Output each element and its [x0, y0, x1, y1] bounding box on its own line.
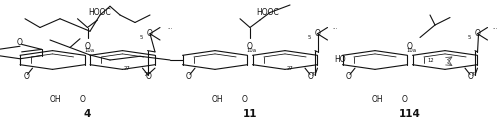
Text: O: O	[80, 96, 86, 104]
Text: ...: ...	[332, 25, 338, 30]
Text: 114: 114	[399, 109, 421, 119]
Text: 11: 11	[243, 109, 257, 119]
Text: 7: 7	[470, 72, 474, 78]
Text: O: O	[17, 38, 23, 47]
Text: OH: OH	[212, 96, 224, 104]
Text: OH: OH	[372, 96, 384, 104]
Text: HO: HO	[334, 56, 346, 64]
Text: 7: 7	[143, 72, 147, 78]
Text: O: O	[468, 72, 474, 81]
Text: O: O	[314, 29, 320, 38]
Text: 4: 4	[84, 109, 91, 119]
Text: ...: ...	[168, 25, 172, 30]
Text: 5: 5	[468, 35, 470, 40]
Text: 27: 27	[286, 66, 294, 71]
Text: O: O	[147, 29, 153, 38]
Text: O: O	[146, 72, 152, 81]
Text: O: O	[308, 72, 314, 81]
Text: O: O	[247, 42, 253, 51]
Text: O: O	[186, 72, 192, 81]
Text: 5: 5	[308, 35, 310, 40]
Text: 10a: 10a	[246, 48, 256, 53]
Text: OH: OH	[49, 96, 61, 104]
Text: O: O	[84, 42, 90, 51]
Text: 10a: 10a	[84, 48, 94, 53]
Text: O: O	[402, 96, 408, 104]
Text: 7: 7	[310, 72, 314, 78]
Text: 12: 12	[428, 58, 434, 62]
Text: O: O	[474, 29, 480, 38]
Text: O: O	[346, 72, 352, 81]
Text: 10a: 10a	[406, 48, 416, 53]
Text: 5: 5	[140, 35, 142, 40]
Text: HOOC: HOOC	[88, 8, 112, 17]
Text: O: O	[24, 72, 30, 81]
Text: O: O	[407, 42, 413, 51]
Text: O: O	[242, 96, 248, 104]
Text: ...: ...	[492, 25, 498, 30]
Text: HOOC: HOOC	[256, 8, 279, 17]
Text: 27: 27	[124, 66, 131, 71]
